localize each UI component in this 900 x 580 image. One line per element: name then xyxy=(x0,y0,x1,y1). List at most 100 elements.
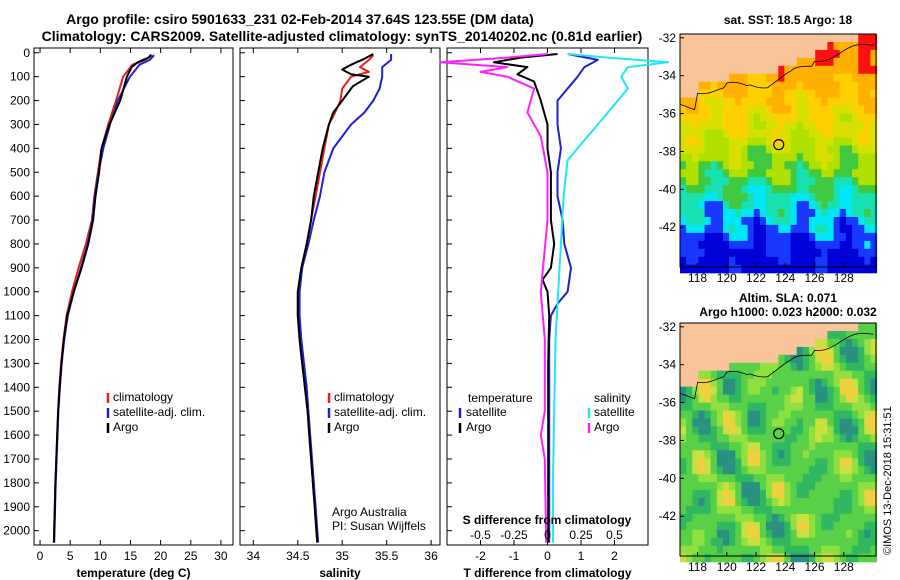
sla-map-cell xyxy=(870,402,878,412)
sla-map-cell xyxy=(870,378,878,388)
sst-map-cell xyxy=(741,57,749,67)
sst-map-cell xyxy=(680,57,687,67)
sst-map-cell xyxy=(833,193,841,202)
sst-map-cell xyxy=(809,73,816,83)
sla-map-cell xyxy=(796,410,804,420)
sla-map-cell xyxy=(747,418,755,428)
sst-map-cell xyxy=(741,129,749,139)
sla-map-cell xyxy=(852,513,859,523)
sla-map-cell xyxy=(772,434,779,443)
sst-map-cell xyxy=(772,97,779,107)
sla-map-cell xyxy=(802,553,810,563)
sla-map-cell xyxy=(747,521,755,531)
sla-map-cell xyxy=(698,458,706,467)
sst-map-cell xyxy=(845,137,853,146)
sst-map-cell xyxy=(864,34,871,43)
sst-map-cell xyxy=(802,97,810,107)
sst-map-cell xyxy=(680,89,687,99)
sla-map-cell xyxy=(839,482,847,491)
sla-map-cell xyxy=(796,362,804,372)
sst-map-cell xyxy=(852,113,859,123)
sst-map-cell xyxy=(716,256,724,266)
sst-map-cell xyxy=(686,34,693,43)
sst-map-cell xyxy=(827,129,835,139)
sst-map-cell xyxy=(845,264,853,274)
sla-map-cell xyxy=(870,474,878,483)
sst-map-cell xyxy=(723,81,730,91)
sla-map-cell xyxy=(845,553,853,563)
sst-map-cell xyxy=(692,248,699,258)
sst-map-xtick-label: 124 xyxy=(775,271,795,285)
sst-map-cell xyxy=(802,185,810,194)
sst-map-cell xyxy=(858,137,865,146)
sla-map-cell xyxy=(692,378,699,388)
sla-map-cell xyxy=(870,323,878,332)
sla-map-cell xyxy=(845,537,853,547)
sst-map-cell xyxy=(766,217,773,226)
sst-map-cell xyxy=(833,264,841,274)
sst-map-cell xyxy=(759,113,767,123)
sla-map-cell xyxy=(845,426,853,435)
sla-map-xtick-label: 128 xyxy=(834,560,854,574)
sla-map-cell xyxy=(680,394,687,404)
sst-map-cell xyxy=(864,256,871,266)
sst-map-cell xyxy=(796,217,804,226)
sst-map-cell xyxy=(815,49,822,59)
sst-map-cell xyxy=(864,137,871,146)
sst-map-cell xyxy=(809,65,816,75)
sla-map-cell xyxy=(698,434,706,443)
sla-map-cell xyxy=(839,442,847,451)
sla-map-cell xyxy=(766,458,773,467)
sst-map-cell xyxy=(772,34,779,43)
sst-map-cell xyxy=(858,264,865,274)
sst-map-cell xyxy=(692,201,699,210)
sla-map-cell xyxy=(827,513,835,523)
sst-map-cell xyxy=(716,153,724,162)
sst-map-ytick-label: -38 xyxy=(659,144,677,158)
sla-map-cell xyxy=(864,442,871,451)
sla-map-cell xyxy=(845,394,853,404)
sst-map-cell xyxy=(796,121,804,131)
sla-map-cell xyxy=(680,402,687,412)
sst-map-cell xyxy=(735,240,742,250)
sst-map-cell xyxy=(753,201,761,210)
sla-map-cell xyxy=(845,338,853,348)
sla-map-cell xyxy=(839,426,847,435)
sst-map-cell xyxy=(723,49,730,59)
sst-map-cell xyxy=(809,169,816,178)
temperature-profile-ytick-label: 1000 xyxy=(3,285,30,299)
sst-map-cell xyxy=(839,137,847,146)
sla-map-cell xyxy=(827,442,835,451)
sla-map-cell xyxy=(852,521,859,531)
sla-map-cell xyxy=(704,418,712,428)
sla-map-cell xyxy=(796,506,804,515)
sla-map-cell xyxy=(839,521,847,531)
sla-map-cell xyxy=(827,434,835,443)
sst-map-cell xyxy=(790,57,798,67)
sst-map-cell xyxy=(802,121,810,131)
sst-map-cell xyxy=(729,153,736,162)
sst-map-cell xyxy=(729,209,736,218)
sst-map-cell xyxy=(686,49,693,59)
sst-map-cell xyxy=(686,121,693,131)
sla-map-cell xyxy=(741,458,749,467)
sst-map-cell xyxy=(809,97,816,107)
sla-map-cell xyxy=(821,370,828,380)
sla-map-cell xyxy=(753,394,761,404)
sla-map-cell xyxy=(802,521,810,531)
sla-map-cell xyxy=(778,331,785,340)
sla-map-cell xyxy=(704,521,712,531)
sst-map-cell xyxy=(821,57,828,67)
sst-map-cell xyxy=(845,201,853,210)
sst-map-cell xyxy=(723,224,730,234)
sla-map-cell xyxy=(858,553,865,563)
sst-map-cell xyxy=(686,248,693,258)
sst-map-cell xyxy=(839,185,847,194)
sla-map-cell xyxy=(790,354,798,364)
sst-map-cell xyxy=(704,169,712,178)
sla-map-cell xyxy=(839,498,847,507)
sla-map-cell xyxy=(833,378,841,388)
sla-map-cell xyxy=(716,346,724,356)
sla-map-cell xyxy=(741,529,749,539)
sla-map-cell xyxy=(692,346,699,356)
